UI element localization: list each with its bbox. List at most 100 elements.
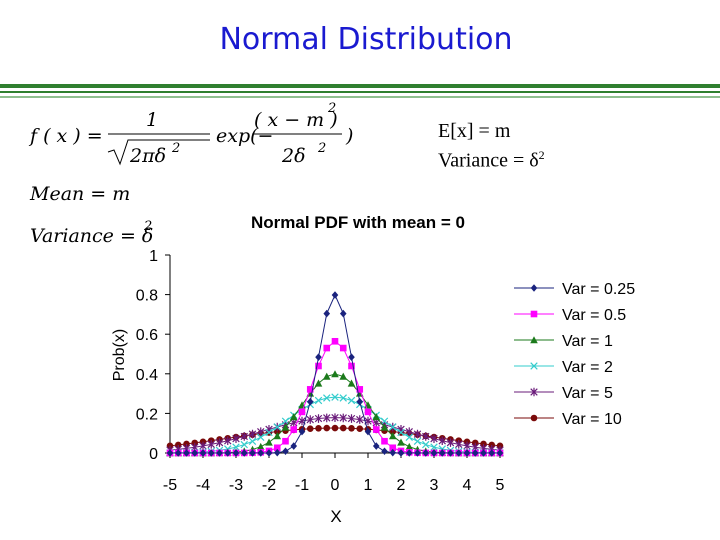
data-point [446,438,455,447]
data-point [397,438,405,446]
data-point [339,372,348,380]
data-point [273,448,281,457]
data-point [323,309,331,318]
data-point [290,442,298,450]
divider-rule [0,96,720,98]
formula-close: ) [345,125,353,147]
legend-label: Var = 0.25 [562,281,635,298]
data-point [405,442,414,451]
legend-label: Var = 1 [562,333,613,350]
formula-exp-den: 2δ [281,145,306,167]
divider-rule [0,84,720,88]
y-tick-label: 0.6 [136,327,158,344]
legend-marker [530,414,538,422]
legend-label: Var = 10 [562,411,622,428]
data-point [471,449,479,457]
data-point [289,413,298,421]
data-point [372,413,381,421]
data-point [438,436,446,446]
expectation-label: E[x] = m [438,120,511,142]
data-point [347,379,356,387]
formula-sq: 2 [143,219,152,234]
y-tick-label: 0.8 [136,288,158,305]
formula-numerator: 1 [146,109,158,131]
data-point [356,415,364,424]
formula-mean: Mean = m [29,183,130,205]
y-tick-label: 0.2 [136,406,158,423]
x-tick-label: 3 [430,477,439,494]
data-point [430,449,438,457]
data-point [174,441,182,449]
data-point [314,396,323,405]
data-point [356,386,364,393]
data-point [405,449,413,457]
data-point [314,414,323,423]
data-point [224,449,232,457]
data-point [249,449,256,457]
data-point [315,353,322,361]
data-point [315,362,322,370]
data-point [248,437,257,446]
data-point [331,337,339,345]
formula-variance: Variance = δ [30,225,153,247]
data-point [265,428,273,437]
data-point [348,362,355,370]
data-point [347,396,356,405]
data-point [323,424,331,432]
data-point [488,449,496,457]
data-point [273,423,281,431]
y-tick-label: 0 [149,446,158,463]
legend-label: Var = 0.5 [562,307,626,324]
x-tick-label: -2 [262,477,276,494]
data-point [447,449,454,457]
data-point [430,443,438,451]
y-axis-label: Prob(x) [111,329,128,381]
data-point [348,425,355,432]
formula-exp-num: ( x − m ) [254,109,338,131]
data-point [256,442,265,451]
data-point [323,344,331,352]
data-point [422,432,430,441]
data-point [389,423,397,431]
data-point [224,436,232,446]
data-point [314,379,323,387]
data-point [240,440,248,449]
data-point [480,440,487,448]
data-point [232,434,240,443]
data-point [248,429,257,439]
data-point [381,437,388,445]
data-point [183,449,190,457]
data-point [339,413,347,423]
data-point [414,449,421,457]
data-point [389,428,397,435]
data-point [422,440,430,449]
data-point [232,443,240,451]
data-point [463,449,471,457]
data-point [331,424,339,432]
data-point [191,449,199,457]
data-point [215,438,224,447]
data-point [413,437,422,446]
chart-title: Normal PDF with mean = 0 [251,213,465,232]
data-point [257,449,265,457]
data-point [323,413,331,423]
data-point [380,423,389,431]
data-point [282,437,289,445]
data-point [339,424,347,432]
legend-marker [530,310,538,318]
x-tick-label: 4 [463,477,472,494]
data-point [323,394,331,402]
legend-marker [530,387,538,397]
slide-title: Normal Distribution [219,22,513,57]
data-point [463,441,471,451]
data-point [298,408,306,416]
data-point [207,449,215,457]
pdf-formula: f ( x ) = 1 2πδ 2 exp(− ( x − m ) 2 2δ 2… [28,101,353,247]
x-tick-label: 5 [496,477,505,494]
data-point [257,427,265,437]
legend-entry: Var = 2 [514,359,613,376]
data-point [322,372,331,380]
data-point [216,449,223,457]
data-point [372,426,380,433]
